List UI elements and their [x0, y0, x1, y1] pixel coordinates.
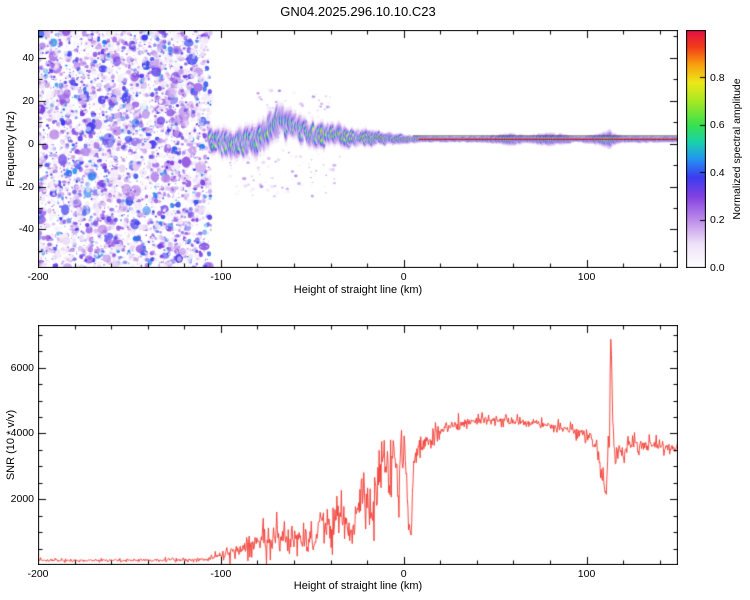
spectrogram-x-tick-label: -200 — [27, 271, 49, 283]
spectrogram-y-tick-label: -40 — [18, 223, 34, 236]
colorbar-tick-label: 0.0 — [710, 262, 725, 274]
snr-y-tick-label: 4000 — [10, 427, 34, 440]
spectrogram-canvas — [38, 30, 678, 268]
colorbar-tick-label: 0.8 — [710, 71, 725, 84]
spectrogram-y-tick-label: 20 — [22, 94, 34, 107]
spectrogram-y-tick-label: 40 — [22, 51, 34, 64]
snr-x-tick-label: 100 — [577, 568, 596, 580]
snr-x-tick-label: -200 — [27, 568, 49, 580]
snr-line-canvas — [38, 325, 678, 565]
spectrogram-y-tick-label: -20 — [18, 180, 34, 193]
colorbar-tick-label: 0.4 — [710, 166, 725, 179]
colorbar-tick-label: 0.6 — [710, 119, 725, 132]
spectrogram-y-tick-label: 0 — [28, 137, 34, 150]
spectrogram-x-tick-label: 0 — [400, 271, 407, 283]
snr-x-tick-label: 0 — [400, 568, 407, 580]
snr-y-tick-label: 2000 — [10, 493, 34, 506]
spectrogram-x-tick-label: -100 — [210, 271, 232, 283]
colorbar-tick-label: 0.2 — [710, 214, 725, 227]
spectrogram-x-tick-label: 100 — [577, 271, 596, 283]
snr-x-axis-label: Height of straight line (km) — [293, 580, 423, 592]
colorbar-canvas — [686, 30, 706, 268]
chart-title: GN04.2025.296.10.10.C23 — [280, 4, 436, 19]
snr-y-tick-label: 6000 — [10, 361, 34, 374]
snr-x-tick-label: -100 — [210, 568, 232, 580]
spectrogram-x-axis-label: Height of straight line (km) — [293, 284, 423, 296]
colorbar-label: Normalized spectral amplitude — [731, 78, 743, 220]
